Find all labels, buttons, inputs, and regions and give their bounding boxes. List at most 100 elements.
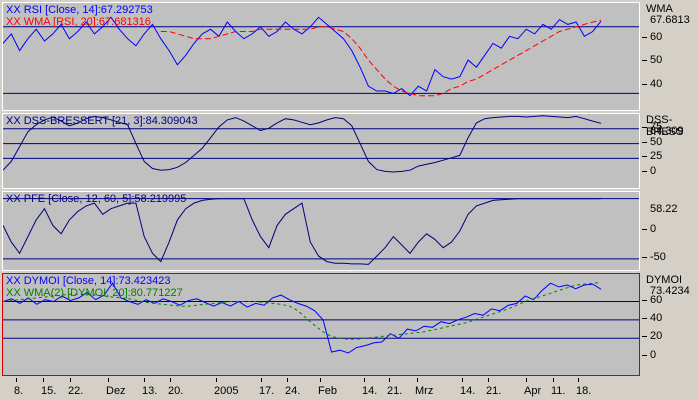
x-tick-label: 22. <box>68 385 84 397</box>
y-tick-label: 20 <box>642 330 663 343</box>
legend-entry: XX PFE [Close, 12, 60, 5]:58.219995 <box>6 193 187 205</box>
tick-mark <box>642 354 647 356</box>
tick-mark <box>642 126 647 128</box>
dss-pane[interactable]: XX DSS-BRESSERT [21, 3]:84.309043 <box>2 113 640 189</box>
x-tick-label: 14. <box>460 385 476 397</box>
pfe-axis: 58.22 0 -50 <box>642 191 697 271</box>
legend-entry: XX WMA(2) [DYMOI, 20]:80.771227 <box>6 287 183 299</box>
x-tick-label: Mrz <box>415 385 434 397</box>
x-tick-mark <box>462 378 463 382</box>
series-line-1-0 <box>3 115 602 173</box>
pane-plot-2 <box>3 198 639 265</box>
tick-text: 60 <box>650 293 663 306</box>
x-tick-label: 21. <box>486 385 502 397</box>
last-value-label: 73.4234 <box>650 285 690 297</box>
x-tick-label: 8. <box>14 385 24 397</box>
series-line-0-1 <box>160 19 602 97</box>
tick-mark <box>642 84 647 86</box>
tick-mark <box>642 60 647 62</box>
tick-mark <box>642 141 647 143</box>
y-tick-label: 0 <box>642 165 657 178</box>
x-tick-mark <box>144 378 145 382</box>
x-tick-label: 13. <box>142 385 158 397</box>
tick-mark <box>642 256 647 258</box>
x-tick-label: 15. <box>41 385 57 397</box>
tick-mark <box>642 317 647 319</box>
legend-entry: XX DSS-BRESSERT [21, 3]:84.309043 <box>6 115 198 127</box>
last-value-label: 67.6813 <box>650 14 690 26</box>
x-tick-label: Dez <box>106 385 126 397</box>
tick-mark <box>642 336 647 338</box>
y-tick-label: -50 <box>642 250 666 263</box>
pfe-pane[interactable]: XX PFE [Close, 12, 60, 5]:58.219995 <box>2 191 640 271</box>
axis-name: DSS-BRESS <box>646 114 684 138</box>
legend-entry: XX WMA [RSI, 20]:67.681316 <box>6 16 151 28</box>
tick-text: 25 <box>650 150 663 163</box>
tick-text: 60 <box>650 30 663 43</box>
x-tick-label: 20. <box>168 385 184 397</box>
last-value-label: 58.22 <box>650 203 678 215</box>
y-tick-label: 40 <box>642 78 663 91</box>
x-tick-label: 24. <box>285 385 301 397</box>
x-tick-label: 17. <box>259 385 275 397</box>
tick-mark <box>642 299 647 301</box>
tick-mark <box>642 36 647 38</box>
tick-text: 50 <box>650 135 663 148</box>
dss-axis: DSS-BRESS 84.309 75 50 25 0 <box>642 113 697 189</box>
x-tick-mark <box>364 378 365 382</box>
x-tick-mark <box>108 378 109 382</box>
tick-text: 50 <box>650 54 663 67</box>
rsi-pane[interactable]: XX RSI [Close, 14]:67.292753 XX WMA [RSI,… <box>2 2 640 111</box>
tick-text: 20 <box>650 330 663 343</box>
tick-text: 75 <box>650 120 663 133</box>
series-line-2-0 <box>3 198 602 265</box>
dymoi-axis: DYMOI 73.4234 60 40 20 0 <box>642 273 697 376</box>
series-line-0-0 <box>3 16 602 97</box>
y-tick-label: 50 <box>642 54 663 67</box>
x-tick-label: Apr <box>524 385 542 397</box>
x-tick-label: 14. <box>362 385 378 397</box>
y-tick-label: 40 <box>642 311 663 324</box>
y-tick-label: 50 <box>642 135 663 148</box>
x-tick-mark <box>488 378 489 382</box>
axis-name: DYMOI <box>646 274 683 286</box>
x-tick-label: 18. <box>576 385 592 397</box>
rsi-axis: WMA 67.6813 60 50 40 <box>642 2 697 111</box>
tick-text: 40 <box>650 311 663 324</box>
x-tick-mark <box>417 378 418 382</box>
series-line-3-0 <box>3 282 602 354</box>
x-tick-mark <box>526 378 527 382</box>
y-tick-label: 0 <box>642 223 657 235</box>
x-tick-label: 21. <box>387 385 403 397</box>
x-tick-mark <box>70 378 71 382</box>
y-tick-label: 60 <box>642 293 663 306</box>
x-tick-mark <box>389 378 390 382</box>
tick-text: 0 <box>650 223 657 235</box>
x-tick-mark <box>216 378 217 382</box>
dymoi-pane[interactable]: XX DYMOI [Close, 14]:73.423423 XX WMA(2) … <box>2 273 640 376</box>
tick-text: 40 <box>650 78 663 91</box>
x-tick-mark <box>287 378 288 382</box>
x-tick-mark <box>170 378 171 382</box>
y-tick-label: 60 <box>642 30 663 43</box>
pane-plot-3 <box>3 282 639 354</box>
last-value-label: 84.309 <box>650 125 684 137</box>
x-tick-mark <box>43 378 44 382</box>
x-tick-mark <box>16 378 17 382</box>
tick-text: -50 <box>650 250 666 263</box>
pane-plot-0 <box>3 16 639 97</box>
legend-entry: XX DYMOI [Close, 14]:73.423423 <box>6 275 171 287</box>
tick-text: 0 <box>650 348 657 361</box>
x-tick-label: 2005 <box>214 385 239 397</box>
x-tick-label: Feb <box>318 385 337 397</box>
y-tick-label: 0 <box>642 348 657 361</box>
y-tick-label: 25 <box>642 150 663 163</box>
tick-text: 0 <box>650 165 657 178</box>
tick-mark <box>642 229 647 230</box>
x-tick-mark <box>578 378 579 382</box>
axis-name: WMA <box>646 3 673 15</box>
x-tick-mark <box>261 378 262 382</box>
x-tick-label: 11. <box>551 385 566 397</box>
x-tick-mark <box>320 378 321 382</box>
